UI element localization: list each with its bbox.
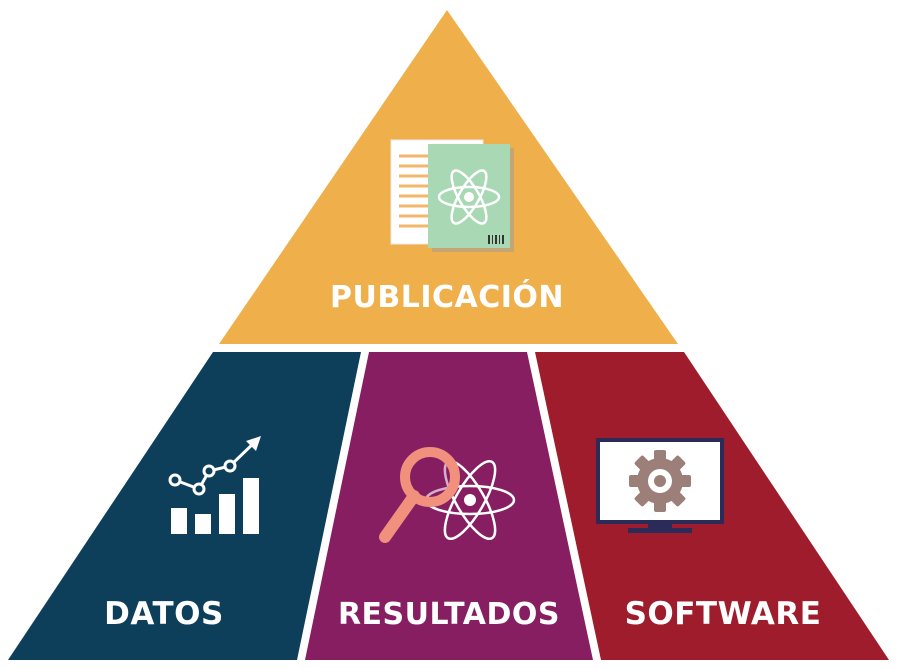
label-software: SOFTWARE (625, 596, 822, 632)
segment-datos (8, 352, 361, 660)
label-publicacion: PUBLICACIÓN (330, 278, 564, 315)
publication-book-atom-icon (390, 139, 514, 252)
label-resultados: RESULTADOS (338, 597, 560, 632)
segment-resultados (305, 352, 593, 660)
monitor-gear-icon (596, 438, 724, 533)
magnifier-atom-icon (379, 447, 516, 543)
chart-growth-icon (168, 436, 261, 534)
label-datos: DATOS (104, 596, 224, 632)
